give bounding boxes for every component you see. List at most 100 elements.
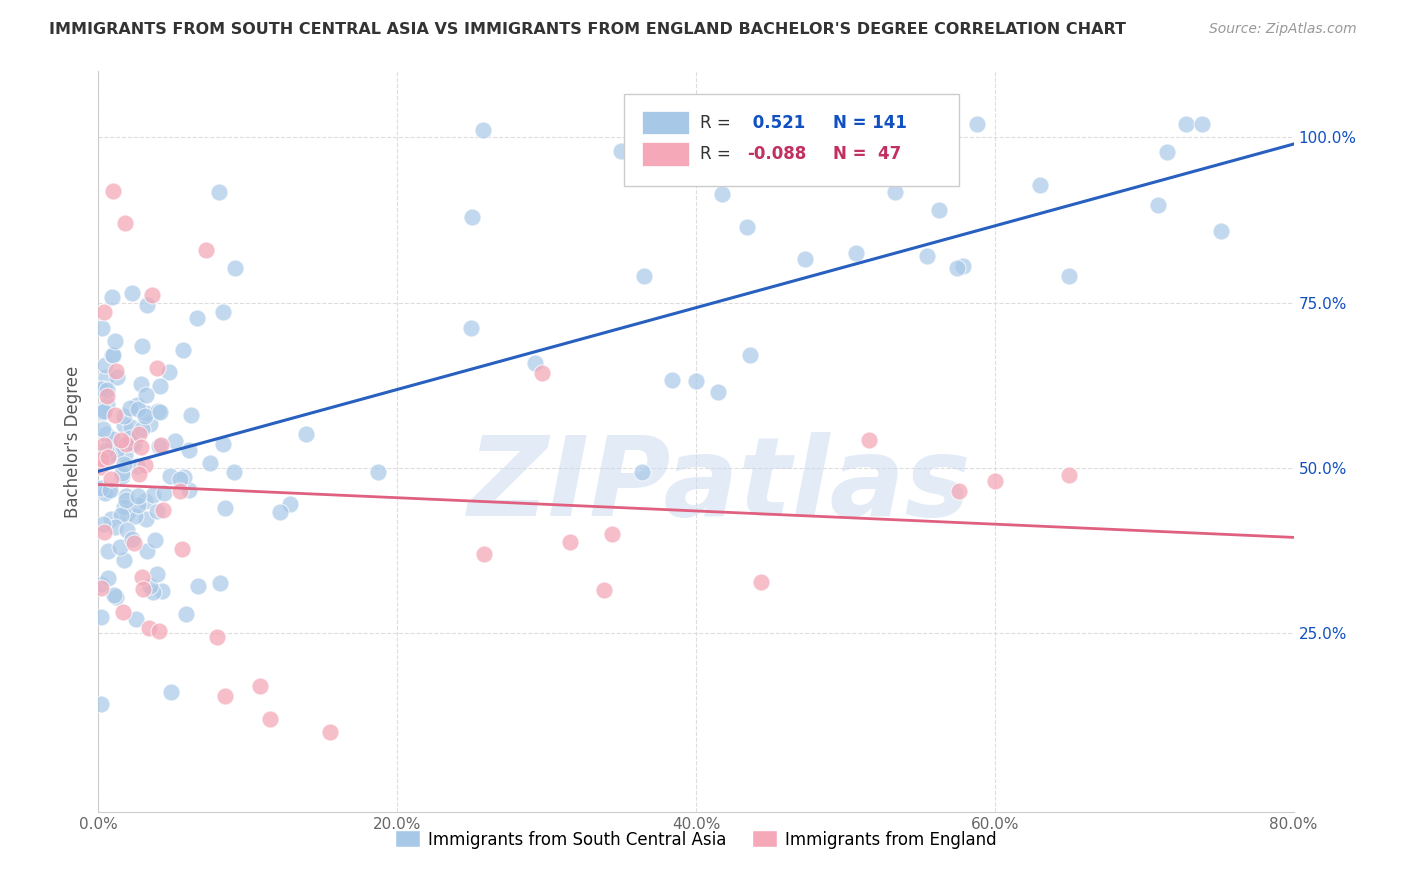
Point	[138, 621, 160, 635]
Point	[984, 474, 1007, 488]
Point	[145, 360, 167, 375]
Point	[100, 348, 122, 362]
Point	[472, 547, 495, 561]
Point	[195, 243, 218, 257]
Point	[946, 260, 969, 275]
Point	[180, 408, 202, 422]
FancyBboxPatch shape	[624, 94, 959, 186]
Point	[93, 525, 115, 540]
Point	[531, 366, 554, 380]
Point	[125, 611, 148, 625]
Point	[93, 438, 115, 452]
Point	[103, 588, 125, 602]
Point	[136, 543, 159, 558]
Point	[793, 252, 815, 266]
Point	[103, 408, 125, 422]
Point	[1029, 178, 1052, 193]
Point	[90, 610, 112, 624]
Point	[212, 304, 235, 318]
Point	[149, 379, 172, 393]
Point	[883, 186, 905, 200]
Point	[169, 472, 191, 486]
Point	[101, 289, 124, 303]
FancyBboxPatch shape	[643, 143, 689, 166]
Point	[143, 533, 166, 548]
Point	[91, 405, 114, 419]
Text: -0.088: -0.088	[748, 145, 807, 163]
Point	[111, 469, 134, 483]
Point	[858, 433, 880, 447]
Point	[928, 202, 950, 217]
Point	[100, 511, 122, 525]
Point	[602, 526, 624, 541]
Point	[97, 544, 120, 558]
Point	[141, 288, 163, 302]
Point	[711, 186, 734, 201]
Text: R =: R =	[700, 113, 735, 131]
Point	[115, 524, 138, 538]
Point	[707, 385, 730, 400]
Point	[200, 456, 222, 470]
Point	[127, 401, 149, 416]
Point	[112, 457, 135, 471]
Point	[112, 500, 135, 514]
Point	[97, 483, 120, 498]
Point	[129, 376, 152, 391]
Point	[661, 373, 683, 387]
Text: 0.521: 0.521	[748, 113, 806, 131]
Point	[135, 388, 157, 402]
Point	[90, 581, 112, 595]
Point	[131, 570, 153, 584]
FancyBboxPatch shape	[643, 111, 689, 135]
Point	[740, 348, 762, 362]
Point	[208, 185, 231, 199]
Point	[610, 144, 633, 158]
Point	[91, 516, 114, 531]
Point	[948, 483, 970, 498]
Point	[94, 486, 117, 500]
Point	[100, 472, 122, 486]
Point	[98, 449, 121, 463]
Point	[319, 725, 342, 739]
Point	[120, 420, 142, 434]
Point	[97, 571, 120, 585]
Point	[165, 434, 187, 448]
Point	[139, 417, 162, 431]
Point	[122, 437, 145, 451]
Point	[110, 508, 132, 523]
Text: ZIPatlas: ZIPatlas	[468, 433, 972, 540]
Point	[114, 449, 136, 463]
Point	[139, 579, 162, 593]
Point	[111, 467, 134, 481]
Point	[269, 505, 291, 519]
Point	[131, 339, 153, 353]
Text: IMMIGRANTS FROM SOUTH CENTRAL ASIA VS IMMIGRANTS FROM ENGLAND BACHELOR'S DEGREE : IMMIGRANTS FROM SOUTH CENTRAL ASIA VS IM…	[49, 22, 1126, 37]
Point	[461, 210, 484, 224]
Point	[633, 268, 655, 283]
Point	[104, 445, 127, 459]
Point	[128, 467, 150, 482]
Point	[121, 532, 143, 546]
Point	[295, 426, 318, 441]
Point	[214, 501, 236, 516]
Point	[97, 450, 120, 465]
Point	[127, 490, 149, 504]
Point	[132, 582, 155, 596]
Point	[749, 574, 772, 589]
Point	[124, 509, 146, 524]
Point	[93, 305, 115, 319]
Text: Source: ZipAtlas.com: Source: ZipAtlas.com	[1209, 22, 1357, 37]
Point	[96, 370, 118, 384]
Point	[128, 426, 150, 441]
Point	[125, 398, 148, 412]
Point	[93, 382, 115, 396]
Point	[1209, 223, 1232, 237]
Point	[96, 389, 118, 403]
Point	[142, 488, 165, 502]
Point	[172, 343, 194, 357]
Point	[115, 507, 138, 521]
Point	[1191, 117, 1213, 131]
Point	[1174, 117, 1197, 131]
Point	[472, 123, 495, 137]
Text: N =  47: N = 47	[834, 145, 901, 163]
